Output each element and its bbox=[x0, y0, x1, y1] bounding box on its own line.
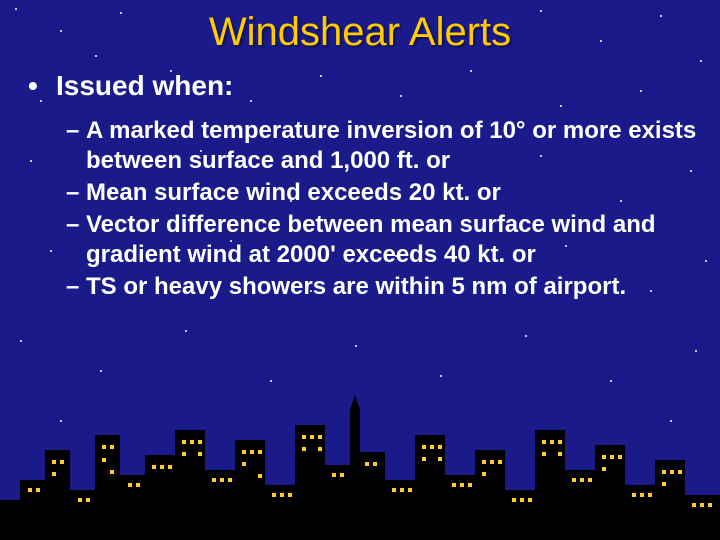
city-skyline-icon bbox=[0, 380, 720, 540]
slide-body: • Issued when: – A marked temperature in… bbox=[28, 70, 700, 304]
bullet-level2: – Vector difference between mean surface… bbox=[66, 210, 700, 270]
bullet-level2-text: Vector difference between mean surface w… bbox=[86, 210, 700, 270]
bullet-dash-icon: – bbox=[66, 178, 86, 208]
slide: Windshear Alerts • Issued when: – A mark… bbox=[0, 0, 720, 540]
slide-title: Windshear Alerts bbox=[0, 10, 720, 55]
bullet-dash-icon: – bbox=[66, 116, 86, 176]
bullet-level1: • Issued when: bbox=[28, 70, 700, 102]
bullet-dash-icon: – bbox=[66, 210, 86, 270]
bullet-level2-text: Mean surface wind exceeds 20 kt. or bbox=[86, 178, 700, 208]
bullet-level2-text: TS or heavy showers are within 5 nm of a… bbox=[86, 272, 700, 302]
bullet-dash-icon: – bbox=[66, 272, 86, 302]
bullet-level1-text: Issued when: bbox=[56, 70, 233, 102]
bullet-level2: – A marked temperature inversion of 10° … bbox=[66, 116, 700, 176]
bullet-level2: – TS or heavy showers are within 5 nm of… bbox=[66, 272, 700, 302]
bullet-level2-text: A marked temperature inversion of 10° or… bbox=[86, 116, 700, 176]
bullet-level2: – Mean surface wind exceeds 20 kt. or bbox=[66, 178, 700, 208]
bullet-dot-icon: • bbox=[28, 70, 56, 102]
